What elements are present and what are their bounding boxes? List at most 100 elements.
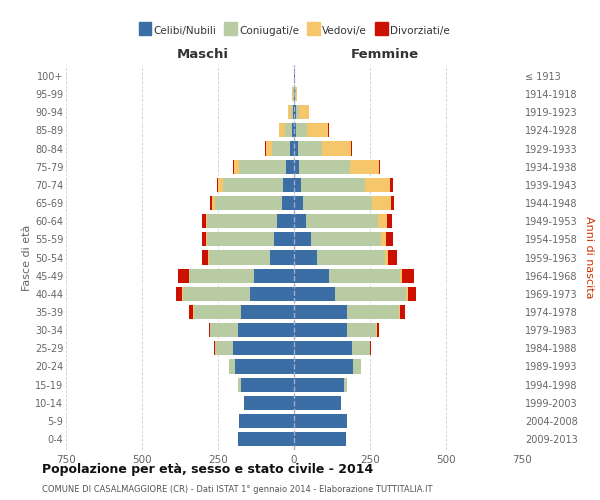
Bar xyxy=(274,232,294,246)
Text: COMUNE DI CASALMAGGIORE (CR) - Dati ISTAT 1° gennaio 2014 - Elaborazione TUTTITA: COMUNE DI CASALMAGGIORE (CR) - Dati ISTA… xyxy=(42,486,433,494)
Legend: Celibi/Nubili, Coniugati/e, Vedovi/e, Divorziati/e: Celibi/Nubili, Coniugati/e, Vedovi/e, Di… xyxy=(137,24,451,38)
Bar xyxy=(306,214,377,228)
Bar xyxy=(290,142,294,156)
Bar xyxy=(294,250,317,264)
Bar xyxy=(269,250,294,264)
Bar xyxy=(210,196,212,210)
Bar xyxy=(294,378,344,392)
Bar xyxy=(352,341,370,355)
Bar xyxy=(406,286,407,301)
Bar xyxy=(206,214,208,228)
Bar xyxy=(293,105,294,120)
Bar xyxy=(407,286,416,301)
Bar xyxy=(286,160,294,174)
Bar xyxy=(294,323,347,337)
Bar xyxy=(329,268,400,282)
Bar xyxy=(288,105,290,120)
Bar xyxy=(344,378,347,392)
Bar xyxy=(182,286,183,301)
Bar xyxy=(400,268,402,282)
Bar xyxy=(373,196,391,210)
Bar xyxy=(215,196,282,210)
Bar xyxy=(294,124,296,138)
Bar xyxy=(299,160,350,174)
Bar xyxy=(307,124,328,138)
Bar xyxy=(215,341,233,355)
Bar xyxy=(322,142,351,156)
Text: Popolazione per età, sesso e stato civile - 2014: Popolazione per età, sesso e stato civil… xyxy=(42,462,373,475)
Bar xyxy=(294,305,347,319)
Bar xyxy=(193,305,194,319)
Bar xyxy=(208,232,274,246)
Bar xyxy=(301,178,365,192)
Bar xyxy=(294,69,295,83)
Bar xyxy=(400,305,405,319)
Bar xyxy=(402,268,414,282)
Bar xyxy=(296,87,298,101)
Bar xyxy=(202,214,206,228)
Bar xyxy=(294,268,329,282)
Bar xyxy=(379,160,380,174)
Bar xyxy=(202,232,206,246)
Bar xyxy=(208,250,209,264)
Bar xyxy=(229,360,235,374)
Bar xyxy=(238,378,241,392)
Bar xyxy=(285,124,292,138)
Bar xyxy=(223,178,283,192)
Bar xyxy=(238,323,294,337)
Bar xyxy=(399,305,400,319)
Bar xyxy=(388,250,397,264)
Bar xyxy=(209,323,211,337)
Bar xyxy=(294,214,306,228)
Bar xyxy=(376,323,377,337)
Bar xyxy=(235,360,294,374)
Bar xyxy=(391,196,394,210)
Bar xyxy=(294,160,299,174)
Bar xyxy=(283,178,294,192)
Bar xyxy=(347,323,376,337)
Bar xyxy=(238,432,294,446)
Bar xyxy=(188,268,189,282)
Bar xyxy=(218,178,223,192)
Bar xyxy=(386,232,393,246)
Bar xyxy=(294,286,335,301)
Bar xyxy=(280,124,285,138)
Bar xyxy=(202,250,208,264)
Bar xyxy=(241,378,294,392)
Bar xyxy=(233,341,294,355)
Bar xyxy=(294,360,353,374)
Bar xyxy=(296,124,307,138)
Bar xyxy=(294,142,298,156)
Bar xyxy=(233,160,234,174)
Bar xyxy=(176,286,182,301)
Bar xyxy=(239,414,294,428)
Y-axis label: Fasce di età: Fasce di età xyxy=(22,224,32,290)
Bar xyxy=(282,196,294,210)
Bar xyxy=(244,396,294,410)
Bar xyxy=(214,341,215,355)
Bar xyxy=(277,214,294,228)
Bar xyxy=(377,323,379,337)
Bar xyxy=(292,124,294,138)
Bar xyxy=(212,196,215,210)
Bar xyxy=(385,250,388,264)
Bar xyxy=(211,323,238,337)
Bar xyxy=(294,87,295,101)
Bar xyxy=(311,232,380,246)
Bar xyxy=(217,178,218,192)
Bar xyxy=(183,286,250,301)
Bar xyxy=(351,142,352,156)
Bar xyxy=(178,268,188,282)
Bar xyxy=(365,178,391,192)
Bar xyxy=(370,341,371,355)
Y-axis label: Anni di nascita: Anni di nascita xyxy=(584,216,595,298)
Bar xyxy=(294,432,346,446)
Text: Maschi: Maschi xyxy=(177,48,229,62)
Bar xyxy=(294,414,347,428)
Bar xyxy=(380,232,386,246)
Bar xyxy=(206,232,208,246)
Bar xyxy=(294,232,311,246)
Bar xyxy=(266,142,272,156)
Bar xyxy=(347,305,399,319)
Bar xyxy=(272,142,290,156)
